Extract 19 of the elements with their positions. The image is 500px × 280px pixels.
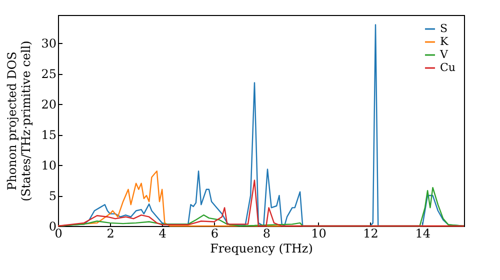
y-tick-label: 5 (48, 189, 56, 204)
legend-label: K (440, 35, 449, 48)
x-tick-label: 10 (311, 226, 326, 240)
x-tick-label: 14 (415, 226, 431, 240)
y-tick-label: 15 (41, 128, 56, 142)
x-tick-label: 2 (106, 226, 114, 240)
legend-label: V (439, 48, 449, 61)
x-tick-label: 4 (158, 226, 167, 240)
x-tick-label: 8 (262, 226, 271, 240)
x-axis-title: Frequency (THz) (210, 242, 313, 256)
y-tick-label: 25 (41, 67, 56, 82)
x-tick-label: 6 (210, 226, 218, 240)
y-tick-label: 20 (41, 98, 56, 112)
y-tick-label: 30 (41, 36, 56, 51)
y-tick-label: 10 (41, 158, 56, 173)
x-tick-label: 12 (363, 226, 378, 240)
legend-label: Cu (440, 61, 456, 74)
y-axis-title: Phonon projected DOS (States/THz·primitive cell) (5, 40, 34, 202)
legend-label: S (440, 22, 448, 35)
